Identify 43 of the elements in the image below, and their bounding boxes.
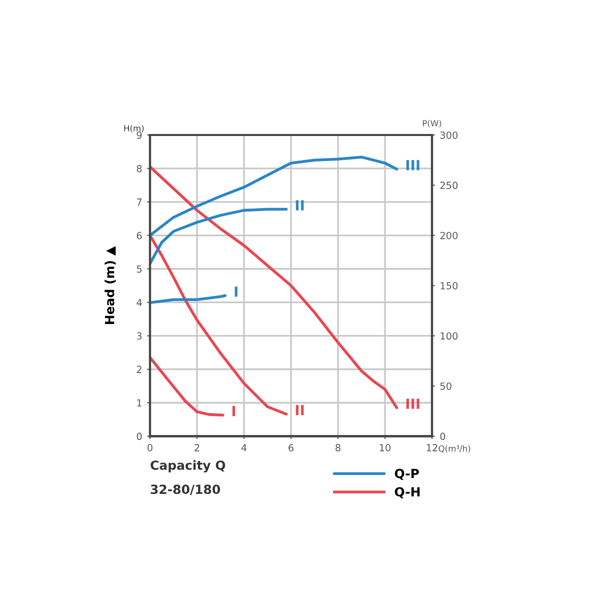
- x-tick-label: 10: [380, 444, 391, 452]
- y-tick-label: 2: [136, 366, 142, 373]
- y-tick-label: 0: [136, 432, 142, 440]
- y2-tick-label: 100: [440, 332, 458, 340]
- annotation: I: [232, 406, 236, 416]
- y2-axis-title: P(W): [422, 120, 442, 128]
- text: 32-80/180: [150, 484, 220, 496]
- line-series: [150, 234, 288, 416]
- legend-label: Q-P: [394, 468, 419, 480]
- x-tick-label: 2: [194, 444, 200, 452]
- x-tick-label: 12: [426, 444, 438, 452]
- x-axis-title: Q(m³/h): [438, 445, 470, 453]
- x-tick-label: 0: [148, 444, 152, 452]
- line-series: [150, 156, 398, 237]
- y2-tick-label: 300: [440, 131, 458, 139]
- y-tick-label: 3: [136, 332, 142, 340]
- line-series: [150, 356, 224, 417]
- y-tick-label: 4: [136, 298, 142, 306]
- y2-tick-label: 50: [440, 382, 452, 390]
- y2-tick-label: 0: [440, 432, 446, 440]
- x-tick-label: 6: [288, 444, 294, 452]
- line-series: [150, 208, 288, 265]
- y-tick-label: 1: [137, 399, 142, 406]
- y-axis-title: Head (m) ▲: [104, 246, 116, 324]
- annotation: III: [406, 398, 420, 409]
- y-tick-label: 6: [136, 232, 142, 240]
- x-tick-label: 8: [336, 444, 340, 452]
- x-tick-label: 4: [241, 444, 247, 452]
- line-series: [150, 294, 227, 304]
- y2-tick-label: 150: [440, 282, 458, 290]
- annotation: II: [296, 200, 304, 210]
- legend-label: Q-H: [394, 487, 420, 498]
- annotation: I: [234, 286, 238, 297]
- y-tick-label: 7: [136, 198, 142, 206]
- annotation: III: [406, 160, 420, 170]
- y-tick-label: 5: [136, 265, 142, 273]
- y2-tick-label: 200: [440, 232, 458, 240]
- y-tick-label: 8: [136, 164, 142, 172]
- text: H(m): [124, 124, 144, 132]
- annotation: II: [296, 405, 304, 416]
- text: Capacity Q: [150, 460, 226, 472]
- y-tick-label: 9: [136, 131, 142, 139]
- y2-tick-label: 250: [440, 182, 458, 190]
